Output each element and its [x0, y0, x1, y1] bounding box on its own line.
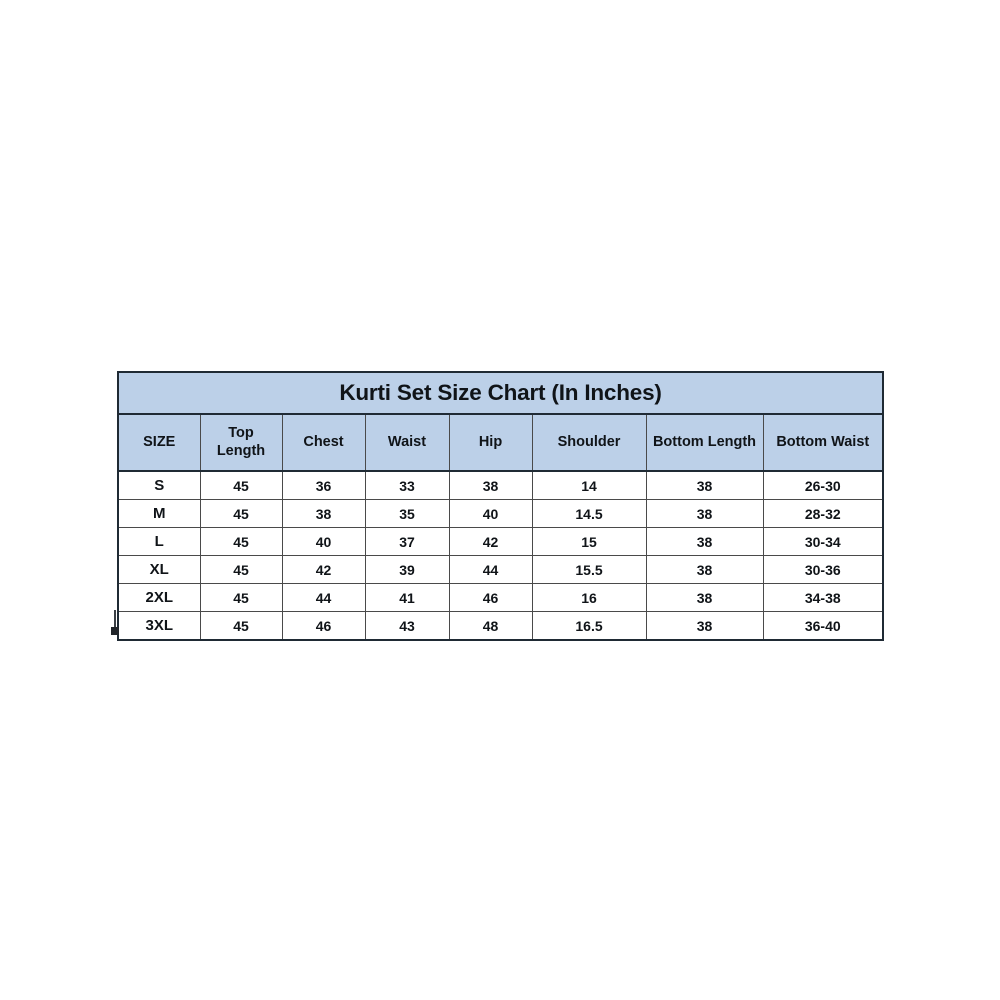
cell-size: L: [117, 527, 201, 556]
cell-bottom-waist: 36-40: [762, 611, 884, 641]
column-header-waist: Waist: [364, 413, 450, 472]
cell-bottom-length: 38: [645, 611, 764, 641]
selection-handle: [111, 627, 119, 635]
table-title-row: Kurti Set Size Chart (In Inches): [117, 371, 884, 415]
cell-waist: 33: [364, 470, 450, 500]
cell-waist: 43: [364, 611, 450, 641]
cell-bottom-length: 38: [645, 527, 764, 556]
cell-hip: 42: [448, 527, 533, 556]
cell-top-length: 45: [199, 583, 283, 612]
cell-top-length: 45: [199, 499, 283, 528]
cell-hip: 44: [448, 555, 533, 584]
cell-chest: 46: [281, 611, 366, 641]
cell-bottom-length: 38: [645, 583, 764, 612]
cell-bottom-length: 38: [645, 470, 764, 500]
cell-bottom-waist: 30-36: [762, 555, 884, 584]
cell-top-length: 45: [199, 555, 283, 584]
cell-waist: 37: [364, 527, 450, 556]
column-header-chest: Chest: [281, 413, 366, 472]
cell-hip: 40: [448, 499, 533, 528]
cell-hip: 38: [448, 470, 533, 500]
table-row: 3XL 45 46 43 48 16.5 38 36-40: [117, 611, 884, 641]
table-row: M 45 38 35 40 14.5 38 28-32: [117, 499, 884, 528]
column-header-size: SIZE: [117, 413, 201, 472]
cell-size: 2XL: [117, 583, 201, 612]
cell-chest: 36: [281, 470, 366, 500]
table-row: S 45 36 33 38 14 38 26-30: [117, 470, 884, 500]
chart-title: Kurti Set Size Chart (In Inches): [117, 371, 884, 415]
table-row: 2XL 45 44 41 46 16 38 34-38: [117, 583, 884, 612]
cell-bottom-length: 38: [645, 555, 764, 584]
cell-bottom-waist: 26-30: [762, 470, 884, 500]
column-header-top-length: Top Length: [199, 413, 283, 472]
cell-top-length: 45: [199, 470, 283, 500]
cell-bottom-waist: 28-32: [762, 499, 884, 528]
cell-waist: 35: [364, 499, 450, 528]
column-header-bottom-length: Bottom Length: [645, 413, 764, 472]
cell-size: S: [117, 470, 201, 500]
cell-shoulder: 15.5: [531, 555, 647, 584]
cell-shoulder: 16.5: [531, 611, 647, 641]
column-header-hip: Hip: [448, 413, 533, 472]
size-chart-table: Kurti Set Size Chart (In Inches) SIZE To…: [117, 371, 885, 641]
table-row: XL 45 42 39 44 15.5 38 30-36: [117, 555, 884, 584]
cell-chest: 38: [281, 499, 366, 528]
cell-chest: 42: [281, 555, 366, 584]
cell-shoulder: 15: [531, 527, 647, 556]
cell-size: XL: [117, 555, 201, 584]
cell-chest: 40: [281, 527, 366, 556]
cell-shoulder: 16: [531, 583, 647, 612]
selection-guide-line: [114, 610, 116, 632]
cell-shoulder: 14: [531, 470, 647, 500]
cell-chest: 44: [281, 583, 366, 612]
cell-bottom-waist: 30-34: [762, 527, 884, 556]
size-chart-container: Kurti Set Size Chart (In Inches) SIZE To…: [111, 371, 885, 641]
cell-bottom-length: 38: [645, 499, 764, 528]
cell-top-length: 45: [199, 527, 283, 556]
table-row: L 45 40 37 42 15 38 30-34: [117, 527, 884, 556]
table-header-row: SIZE Top Length Chest Waist Hip Shoulder…: [117, 413, 884, 472]
cell-waist: 39: [364, 555, 450, 584]
column-header-shoulder: Shoulder: [531, 413, 647, 472]
cell-hip: 48: [448, 611, 533, 641]
cell-size: 3XL: [117, 611, 201, 641]
cell-waist: 41: [364, 583, 450, 612]
cell-hip: 46: [448, 583, 533, 612]
cell-bottom-waist: 34-38: [762, 583, 884, 612]
column-header-bottom-waist: Bottom Waist: [762, 413, 884, 472]
cell-shoulder: 14.5: [531, 499, 647, 528]
cell-size: M: [117, 499, 201, 528]
cell-top-length: 45: [199, 611, 283, 641]
